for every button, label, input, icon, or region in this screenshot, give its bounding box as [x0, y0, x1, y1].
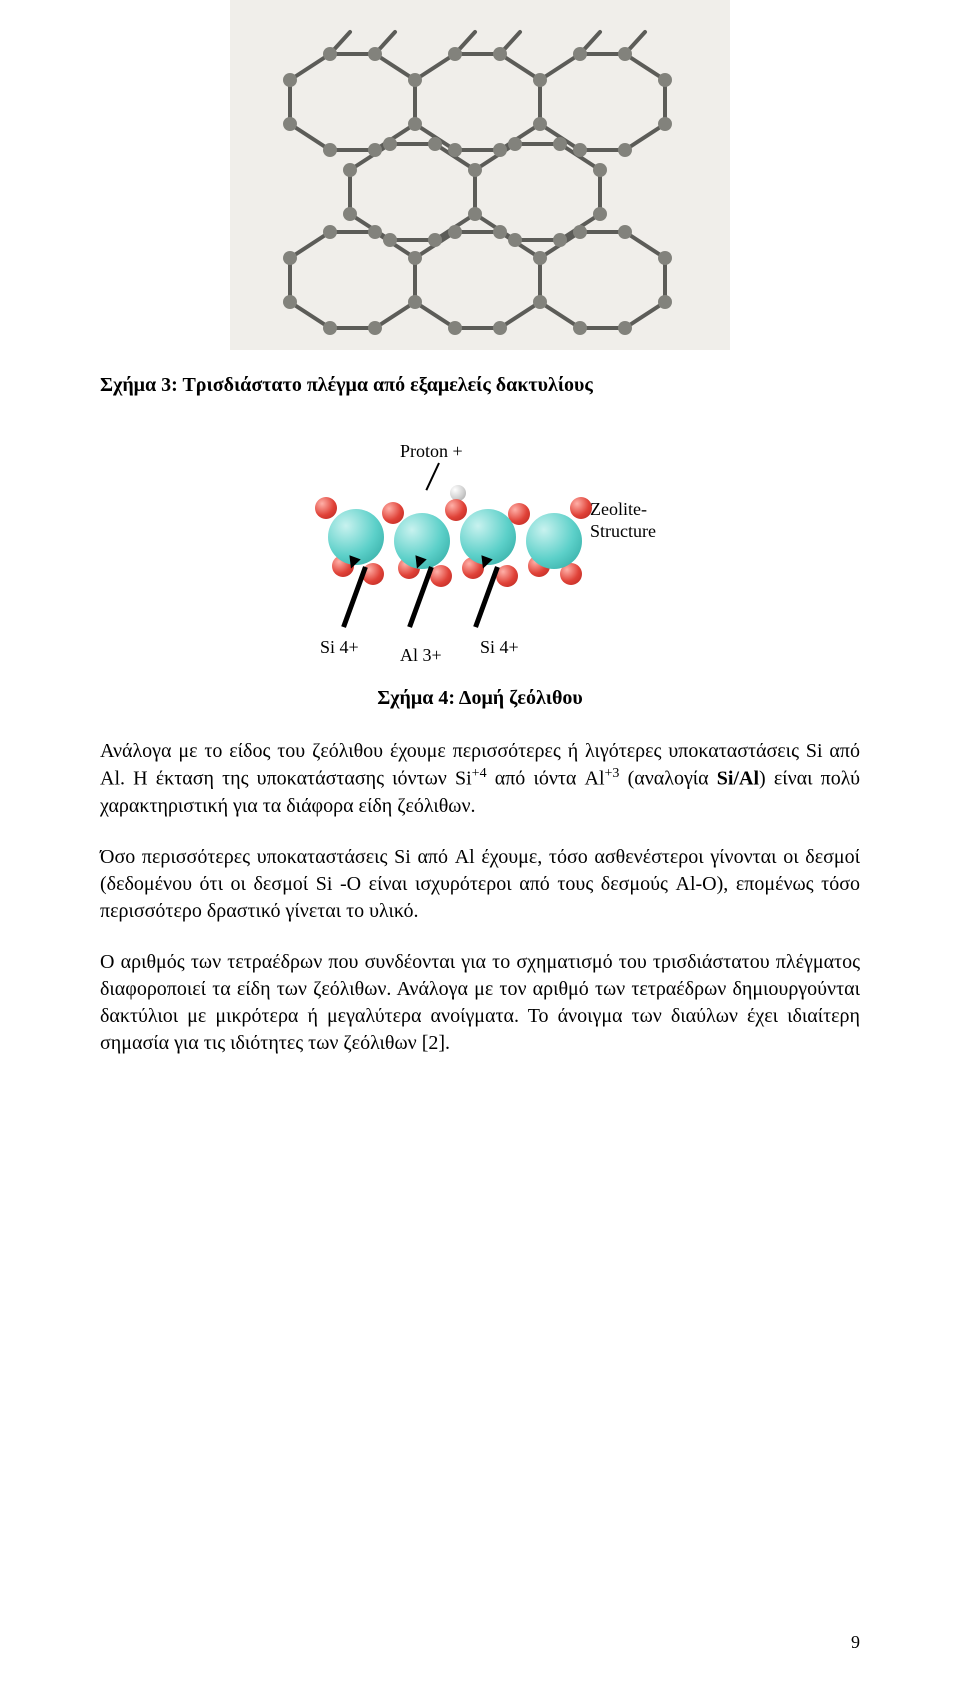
si-atom-2 [460, 509, 516, 565]
paragraph-1: Ανάλογα με το είδος του ζεόλιθου έχουμε … [100, 738, 860, 820]
p1-sup-2: +3 [605, 766, 620, 781]
figure-4-zeolite-diagram: Proton + Zeolite- Structure [270, 437, 690, 667]
oxygen-atom [570, 497, 592, 519]
proton-label: Proton + [400, 441, 463, 462]
oxygen-atom [315, 497, 337, 519]
figure-3-lattice-diagram [230, 0, 730, 350]
si-atom-1 [328, 509, 384, 565]
p1-text-b: από ιόντα Al [487, 768, 605, 790]
p1-sup-1: +4 [472, 766, 487, 781]
page-number: 9 [851, 1632, 860, 1653]
al-label: Al 3+ [400, 645, 442, 666]
paragraph-3: Ο αριθμός των τετραέδρων που συνδέονται … [100, 949, 860, 1057]
zeolite-label: Zeolite- Structure [590, 499, 656, 542]
figure-3-caption: Σχήμα 3: Τρισδιάστατο πλέγμα από εξαμελε… [100, 374, 860, 397]
si-label-2: Si 4+ [480, 637, 519, 658]
oxygen-atom [445, 499, 467, 521]
oxygen-atom [382, 502, 404, 524]
figure-3-container [100, 0, 860, 350]
figure-4-caption: Σχήμα 4: Δομή ζεόλιθου [100, 687, 860, 710]
paragraph-2: Όσο περισσότερες υποκαταστάσεις Si από A… [100, 844, 860, 925]
p1-text-c: (αναλογία [619, 768, 716, 790]
p1-bold: Si/Al [717, 768, 759, 790]
lattice-svg [230, 0, 730, 350]
si-label-1: Si 4+ [320, 637, 359, 658]
proton-connector [425, 463, 439, 491]
si-atom-3 [526, 513, 582, 569]
figure-4-container: Proton + Zeolite- Structure [100, 437, 860, 667]
